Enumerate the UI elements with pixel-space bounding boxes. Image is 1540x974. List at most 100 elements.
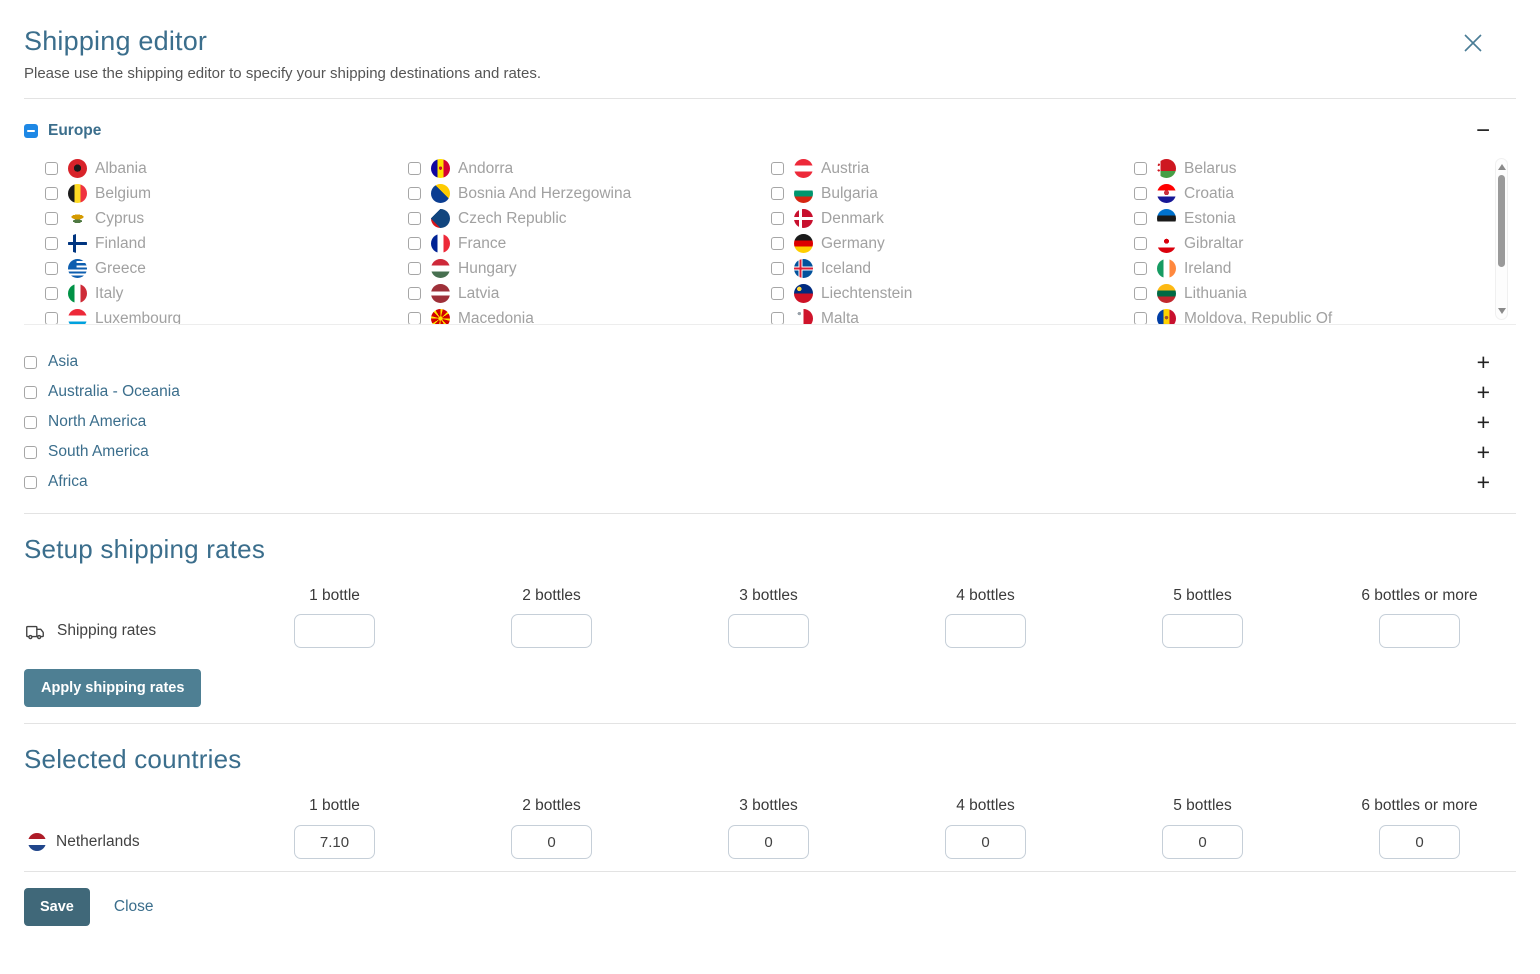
country-checkbox[interactable]	[1134, 212, 1147, 225]
bottle-column-header: 2 bottles	[522, 797, 581, 814]
country-row: Finland	[45, 231, 408, 256]
expand-continent-button[interactable]: +	[1476, 378, 1490, 405]
selected-country-cell: Netherlands	[24, 833, 226, 851]
europe-checkbox[interactable]	[24, 124, 38, 138]
country-label: Iceland	[821, 259, 871, 277]
selected-countries-heading: Selected countries	[24, 744, 242, 774]
scrollbar-down-icon[interactable]	[1498, 308, 1506, 314]
country-row: Belarus	[1134, 156, 1497, 181]
rate-input-cell	[1094, 614, 1311, 648]
country-label: Germany	[821, 234, 885, 252]
continent-checkbox[interactable]	[24, 415, 37, 429]
country-checkbox[interactable]	[771, 262, 784, 275]
country-row: Andorra	[408, 156, 771, 181]
rate-input[interactable]	[1379, 614, 1460, 648]
country-flag-icon	[1157, 159, 1176, 178]
country-checkbox[interactable]	[408, 162, 421, 175]
country-label: Finland	[95, 234, 146, 252]
country-checkbox[interactable]	[771, 212, 784, 225]
country-row: Bosnia And Herzegowina	[408, 181, 771, 206]
bottle-column-header: 6 bottles or more	[1361, 797, 1478, 814]
country-checkbox[interactable]	[45, 162, 58, 175]
country-checkbox[interactable]	[408, 212, 421, 225]
footer-divider	[24, 871, 1516, 872]
selected-rate-input-5[interactable]	[1162, 825, 1243, 859]
country-checkbox[interactable]	[1134, 287, 1147, 300]
expand-continent-button[interactable]: +	[1476, 438, 1490, 465]
country-checkbox[interactable]	[1134, 312, 1147, 324]
country-checkbox[interactable]	[771, 287, 784, 300]
selected-rate-input-4[interactable]	[945, 825, 1026, 859]
country-checkbox[interactable]	[1134, 187, 1147, 200]
expand-continent-button[interactable]: +	[1476, 408, 1490, 435]
bottle-column-header: 3 bottles	[739, 587, 798, 604]
country-row: Moldova, Republic Of	[1134, 306, 1497, 324]
country-label: Liechtenstein	[821, 284, 913, 302]
save-button[interactable]: Save	[24, 888, 90, 926]
country-checkbox[interactable]	[408, 187, 421, 200]
rate-input[interactable]	[294, 614, 375, 648]
shipping-rates-row: Shipping rates	[24, 614, 1516, 648]
close-link[interactable]: Close	[113, 898, 154, 915]
scrollbar-up-icon[interactable]	[1498, 164, 1506, 170]
country-checkbox[interactable]	[408, 237, 421, 250]
country-row: Italy	[45, 281, 408, 306]
country-flag-icon	[431, 184, 450, 203]
selected-rate-input-1[interactable]	[294, 825, 375, 859]
country-checkbox[interactable]	[45, 237, 58, 250]
country-flag-icon	[431, 309, 450, 324]
country-row: Czech Republic	[408, 206, 771, 231]
country-checkbox[interactable]	[1134, 237, 1147, 250]
country-flag-icon	[1157, 209, 1176, 228]
country-flag-icon	[431, 234, 450, 253]
country-row: Albania	[45, 156, 408, 181]
selected-rate-input-6[interactable]	[1379, 825, 1460, 859]
expand-continent-button[interactable]: +	[1476, 468, 1490, 495]
continent-checkbox[interactable]	[24, 385, 37, 399]
country-label: Croatia	[1184, 184, 1234, 202]
rate-input[interactable]	[1162, 614, 1243, 648]
continent-checkbox[interactable]	[24, 445, 37, 459]
country-flag-icon	[1157, 309, 1176, 324]
country-flag-icon	[431, 259, 450, 278]
rate-input-cell	[226, 614, 443, 648]
country-flag-icon	[68, 309, 87, 324]
apply-shipping-rates-button[interactable]: Apply shipping rates	[24, 669, 202, 707]
header-text: Shipping editor Please use the shipping …	[24, 26, 541, 82]
continent-checkbox[interactable]	[24, 355, 37, 369]
country-label: Cyprus	[95, 209, 145, 227]
bottle-column-header: 5 bottles	[1173, 797, 1232, 814]
rate-input[interactable]	[728, 614, 809, 648]
country-checkbox[interactable]	[408, 312, 421, 324]
country-checkbox[interactable]	[1134, 162, 1147, 175]
bottle-column-header: 3 bottles	[739, 797, 798, 814]
country-checkbox[interactable]	[771, 187, 784, 200]
country-checkbox[interactable]	[45, 312, 58, 324]
country-checkbox[interactable]	[771, 312, 784, 324]
page-title: Shipping editor	[24, 26, 208, 56]
continent-checkbox[interactable]	[24, 475, 37, 489]
vertical-scrollbar[interactable]	[1495, 158, 1508, 320]
country-checkbox[interactable]	[45, 187, 58, 200]
country-checkbox[interactable]	[45, 262, 58, 275]
selected-rate-input-2[interactable]	[511, 825, 592, 859]
rate-input[interactable]	[945, 614, 1026, 648]
country-checkbox[interactable]	[408, 262, 421, 275]
country-row: Gibraltar	[1134, 231, 1497, 256]
selected-rate-input-3[interactable]	[728, 825, 809, 859]
country-checkbox[interactable]	[45, 212, 58, 225]
country-checkbox[interactable]	[771, 237, 784, 250]
country-row: Greece	[45, 256, 408, 281]
expand-continent-button[interactable]: +	[1476, 348, 1490, 375]
scrollbar-thumb[interactable]	[1498, 175, 1505, 267]
bottle-column-header: 5 bottles	[1173, 587, 1232, 604]
country-checkbox[interactable]	[1134, 262, 1147, 275]
collapse-europe-button[interactable]: −	[1475, 117, 1490, 144]
country-checkbox[interactable]	[771, 162, 784, 175]
country-checkbox[interactable]	[408, 287, 421, 300]
country-checkbox[interactable]	[45, 287, 58, 300]
selected-country-rows: Netherlands	[24, 825, 1516, 859]
rate-input[interactable]	[511, 614, 592, 648]
selected-country-row: Netherlands	[24, 825, 1516, 859]
close-icon[interactable]	[1462, 32, 1484, 59]
